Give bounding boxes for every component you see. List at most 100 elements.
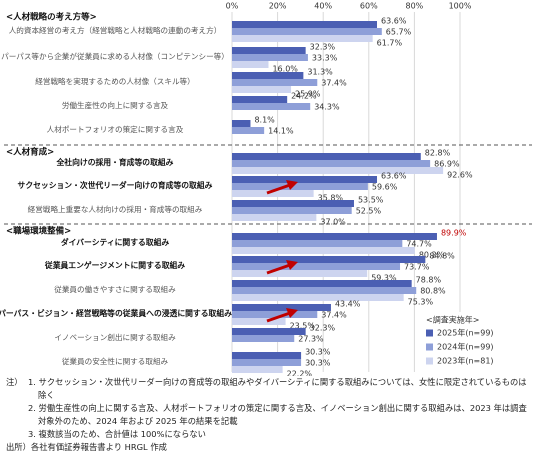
bar	[232, 207, 352, 214]
legend-box	[420, 312, 530, 372]
value-label: 80.2%	[419, 251, 445, 260]
value-label: 53.5%	[358, 196, 384, 205]
x-tick-label: 100%	[449, 2, 472, 11]
value-label: 63.6%	[381, 172, 407, 181]
category-label: 経営戦略を実現するための人材像（スキル等）	[35, 76, 194, 86]
notes-label: 注）	[6, 377, 23, 387]
bar	[232, 103, 311, 110]
bar	[232, 294, 404, 301]
note-items: 1. サクセッション・次世代リーダー向けの育成等の取組みやダイバーシティに関する…	[28, 376, 532, 441]
highlight-arrow	[266, 183, 291, 195]
x-tick-label: 20%	[269, 2, 287, 11]
bar	[232, 54, 308, 61]
bar	[232, 61, 269, 68]
group-title: <人材育成>	[6, 147, 54, 158]
bar	[232, 167, 444, 174]
highlight-arrow	[266, 263, 291, 275]
source: 出所）各社有価証券報告書より HRGL 作成	[6, 442, 167, 452]
bar	[232, 72, 304, 79]
legend-label: 2023年(n=81)	[437, 356, 494, 366]
category-label: 人的資本経営の考え方（経営戦略と人材戦略の連動の考え方）	[9, 25, 222, 35]
highlight-arrow-head	[286, 180, 298, 190]
category-label: 従業員エンゲージメントに関する取組み	[44, 260, 185, 270]
note-row: 注） 1. サクセッション・次世代リーダー向けの育成等の取組みやダイバーシティに…	[6, 376, 532, 441]
value-label: 73.7%	[404, 263, 430, 272]
bar	[232, 200, 354, 207]
highlight-arrow-head	[286, 308, 298, 318]
note-item: 1. サクセッション・次世代リーダー向けの育成等の取組みやダイバーシティに関する…	[28, 377, 527, 400]
bar	[232, 21, 378, 28]
value-label: 86.9%	[434, 160, 460, 169]
bar	[232, 311, 318, 318]
legend-label: 2024年(n=99)	[437, 342, 494, 352]
bar	[232, 247, 415, 254]
bar	[232, 127, 265, 134]
bar	[232, 328, 306, 335]
notes: 注） 1. サクセッション・次世代リーダー向けの育成等の取組みやダイバーシティに…	[6, 376, 532, 454]
value-label: 34.3%	[314, 103, 340, 112]
value-label: 30.3%	[305, 348, 331, 357]
value-label: 14.1%	[268, 127, 294, 136]
value-label: 25.9%	[295, 90, 321, 99]
bar	[232, 304, 331, 311]
value-label: 32.3%	[310, 324, 336, 333]
x-tick-label: 60%	[360, 2, 378, 11]
bar	[232, 352, 302, 359]
bar	[232, 240, 403, 247]
bar	[232, 318, 286, 325]
x-tick-label: 80%	[406, 2, 424, 11]
bar	[232, 28, 382, 35]
bar	[232, 120, 251, 127]
value-label: 65.7%	[386, 28, 412, 37]
value-label: 35.8%	[318, 194, 344, 203]
legend: <調査実施年> 2025年(n=99) 2024年(n=99) 2023年(n=81)	[420, 312, 530, 372]
bar	[232, 79, 318, 86]
value-label: 37.4%	[321, 311, 347, 320]
category-label: 経営戦略上重要な人材向けの採用・育成等の取組み	[28, 204, 203, 214]
value-label: 80.8%	[420, 287, 446, 296]
value-label: 78.8%	[416, 276, 442, 285]
value-label: 32.3%	[310, 43, 336, 52]
bar	[232, 256, 426, 263]
note-item: 3. 複数該当のため、合計値は 100%にならない	[28, 429, 206, 439]
value-label: 37.4%	[321, 79, 347, 88]
category-label: パーパス・ビジョン・経営戦略等の従業員への浸透に関する取組み	[0, 308, 232, 318]
value-label: 82.8%	[425, 149, 451, 158]
bar	[232, 153, 421, 160]
value-label: 23.5%	[290, 322, 316, 331]
value-label: 63.6%	[381, 17, 407, 26]
chart: 0% 20% 40% 60% 80% 100% <人材戦略の考え方等> 人的資本経営の考え方…	[0, 2, 532, 376]
category-label: 労働生産性の向上に関する言及	[62, 100, 169, 110]
bar	[232, 86, 292, 93]
legend-swatch	[426, 329, 433, 337]
value-label: 27.3%	[298, 335, 324, 344]
value-label: 59.6%	[372, 183, 398, 192]
value-label: 24.2%	[291, 92, 317, 101]
decorations	[4, 144, 532, 225]
bar	[232, 176, 378, 183]
bar	[232, 160, 431, 167]
value-label: 59.3%	[371, 274, 397, 283]
value-label: 74.7%	[406, 240, 432, 249]
bar	[232, 47, 306, 54]
legend-label: 2025年(n=99)	[437, 328, 494, 338]
category-label: ダイバーシティに関する取組み	[61, 237, 170, 247]
value-label: 30.3%	[305, 359, 331, 368]
value-label: 52.5%	[356, 207, 382, 216]
category-label: 全社向けの採用・育成等の取組み	[56, 157, 174, 167]
value-label: 31.3%	[307, 68, 333, 77]
bar	[232, 263, 401, 270]
legend-swatch	[426, 343, 433, 351]
bar	[232, 366, 283, 373]
bar	[232, 335, 295, 342]
bar	[232, 287, 417, 294]
category-label: 従業員の安全性に関する取組み	[62, 356, 169, 366]
bar	[232, 35, 373, 42]
note-item: 2. 労働生産性の向上に関する言及、人材ポートフォリオの策定に関する言及、イノベ…	[28, 403, 527, 426]
legend-title: <調査実施年>	[426, 315, 479, 325]
category-label: イノベーション創出に関する取組み	[54, 332, 176, 342]
highlight-arrow	[266, 311, 291, 323]
value-label: 61.7%	[377, 39, 403, 48]
category-label: 従業員の働きやすさに関する取組み	[54, 284, 176, 294]
